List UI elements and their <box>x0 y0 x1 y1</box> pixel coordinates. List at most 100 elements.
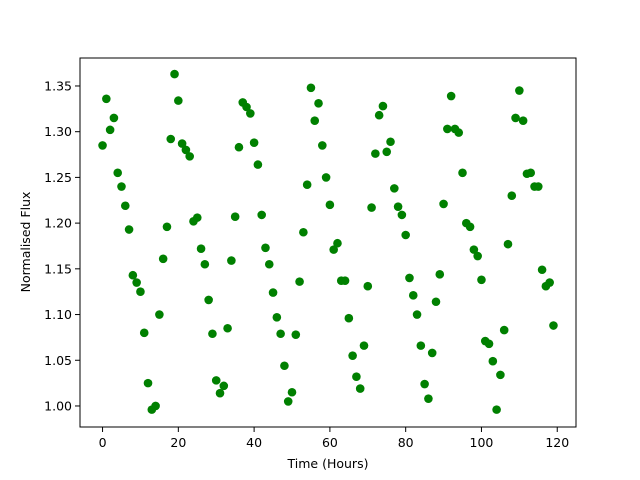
point <box>352 372 361 382</box>
point <box>537 265 547 275</box>
point <box>102 94 111 104</box>
point <box>299 227 308 237</box>
point <box>219 381 229 391</box>
point <box>435 270 445 279</box>
point <box>264 259 274 269</box>
point <box>143 378 153 388</box>
point <box>105 125 115 135</box>
point <box>488 356 498 366</box>
point <box>443 124 452 134</box>
point <box>314 99 323 108</box>
point <box>405 273 414 283</box>
point <box>344 313 354 323</box>
point <box>280 361 289 371</box>
point <box>139 328 149 338</box>
point <box>185 152 194 161</box>
point <box>363 281 373 291</box>
point <box>98 141 107 150</box>
point <box>378 101 388 111</box>
point <box>295 277 304 286</box>
point <box>386 137 395 147</box>
point <box>128 270 138 280</box>
point <box>234 142 244 152</box>
point <box>261 243 270 253</box>
y-tick-label: 1.20 <box>44 216 72 231</box>
point <box>348 351 357 360</box>
point <box>393 202 403 211</box>
x-tick-label: 0 <box>99 435 107 450</box>
point <box>412 310 422 319</box>
point <box>155 310 164 319</box>
point <box>484 339 494 349</box>
point <box>431 297 441 307</box>
point <box>549 321 558 330</box>
point <box>287 387 297 397</box>
y-tick-label: 1.15 <box>44 261 72 276</box>
point <box>503 239 513 249</box>
point <box>333 238 342 248</box>
point <box>302 180 312 190</box>
point <box>427 348 437 358</box>
point <box>158 254 168 264</box>
point <box>477 275 486 285</box>
point <box>242 102 251 112</box>
point <box>192 213 202 222</box>
point <box>227 256 236 265</box>
point <box>496 370 505 380</box>
point <box>117 182 126 191</box>
point <box>174 96 183 105</box>
point <box>374 110 384 120</box>
point <box>469 245 479 254</box>
point <box>515 86 524 95</box>
y-axis-label: Normalised Flux <box>18 192 33 293</box>
point <box>291 330 301 339</box>
point <box>458 168 467 178</box>
point <box>465 222 475 232</box>
x-tick-label: 40 <box>246 435 262 450</box>
point <box>318 141 327 150</box>
point <box>390 184 399 193</box>
point <box>120 201 130 211</box>
point <box>276 329 285 339</box>
point <box>204 295 213 305</box>
point <box>253 160 263 169</box>
point <box>124 225 134 234</box>
point <box>492 405 501 414</box>
point <box>196 244 206 254</box>
point <box>136 287 145 296</box>
point <box>321 173 331 182</box>
point <box>420 379 429 389</box>
point <box>113 168 123 178</box>
point <box>306 83 316 93</box>
point <box>367 203 376 212</box>
point <box>268 288 278 297</box>
point <box>257 210 266 220</box>
point <box>424 394 433 403</box>
point <box>177 139 187 148</box>
x-axis-label: Time (Hours) <box>287 456 369 471</box>
point <box>109 113 119 123</box>
point <box>200 259 210 269</box>
plot-frame <box>79 57 577 428</box>
point <box>310 116 320 126</box>
point <box>408 291 418 300</box>
point <box>533 182 543 191</box>
point <box>507 191 517 200</box>
point <box>208 329 217 339</box>
x-tick-label: 120 <box>545 435 569 450</box>
point <box>397 210 407 220</box>
point <box>511 113 520 123</box>
point <box>132 278 141 287</box>
point <box>401 230 410 240</box>
point <box>473 251 482 261</box>
point <box>249 138 259 147</box>
point <box>166 134 176 144</box>
point <box>499 325 509 335</box>
point <box>416 341 426 350</box>
y-tick-label: 1.30 <box>44 124 72 139</box>
point <box>215 388 225 398</box>
point <box>371 149 380 158</box>
point <box>454 128 464 137</box>
